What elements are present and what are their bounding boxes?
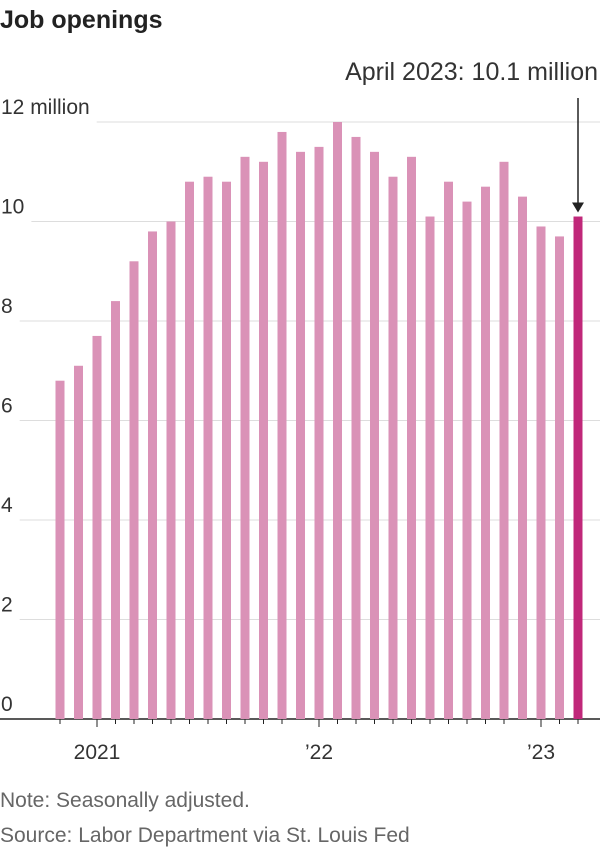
bar [518,196,527,719]
bar [240,156,250,719]
y-tick-label: 2 [1,594,13,617]
bar [388,176,398,720]
bar [111,301,120,719]
bar [314,146,324,719]
bar [92,335,102,719]
bar [536,226,546,719]
bar [148,231,157,719]
bar [444,181,453,719]
bar [185,181,194,719]
bar [222,181,231,719]
chart-title: Job openings [0,6,163,34]
y-tick-label: 6 [1,395,13,418]
y-tick-label: 4 [1,494,13,517]
bar [333,122,342,719]
bar [481,186,490,720]
bar [55,380,65,719]
x-tick-label: ’22 [305,741,333,764]
y-tick-label: 0 [1,693,13,716]
bar [407,156,416,719]
x-tick-label: 2021 [74,741,121,764]
note: Note: Seasonally adjusted. [0,789,250,812]
bar [462,201,472,720]
bar [277,131,287,719]
bar [425,216,435,719]
bar [573,216,583,719]
annotation: April 2023: 10.1 million [345,58,598,86]
annotation-arrowhead [572,202,584,213]
bar [74,365,83,719]
bar [499,161,509,720]
bar [259,161,268,720]
y-tick-label: 8 [1,295,13,318]
y-tick-label: 10 [1,196,24,219]
bar [370,151,379,720]
bar [166,221,176,719]
bar [296,151,305,720]
source: Source: Labor Department via St. Louis F… [0,824,410,847]
bar [555,236,564,720]
x-tick-label: ’23 [527,741,555,764]
y-tick-label: 12 million [1,96,90,119]
bar [351,136,361,720]
bar [203,176,213,720]
bar [129,261,139,719]
